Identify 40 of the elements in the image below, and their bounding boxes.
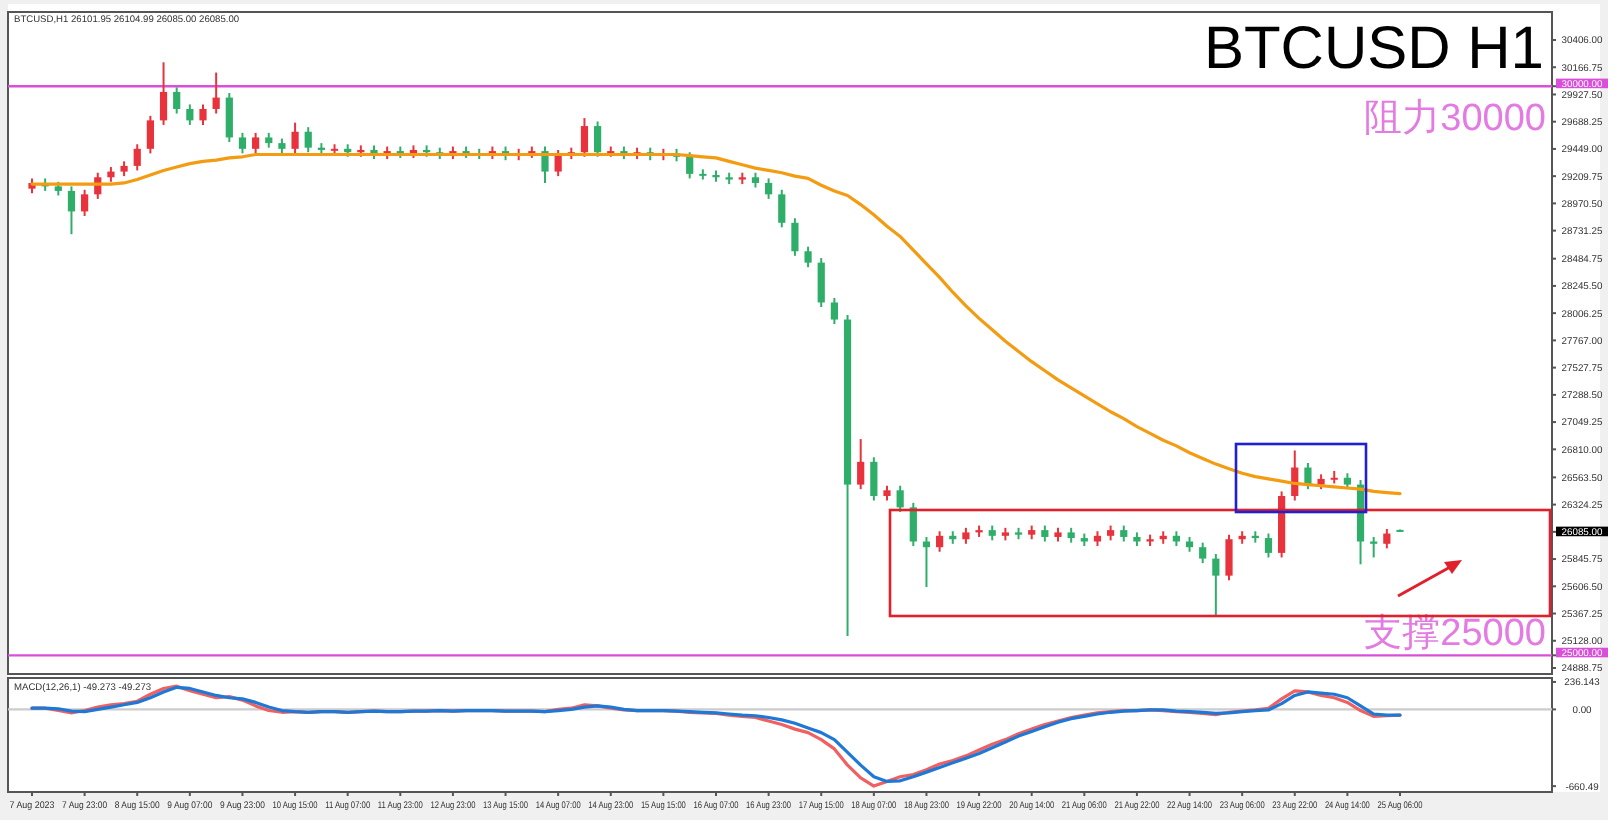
candlestick <box>199 103 207 126</box>
candlestick <box>252 131 260 155</box>
candlestick <box>896 484 904 513</box>
candlestick <box>1304 461 1312 491</box>
candlestick <box>870 456 878 502</box>
candlestick <box>804 245 812 269</box>
candlestick <box>225 92 233 143</box>
candlestick <box>817 257 825 309</box>
candlestick <box>857 438 865 491</box>
candlestick <box>81 188 89 217</box>
candlestick <box>1199 541 1207 565</box>
candlestick <box>554 148 562 178</box>
candlestick <box>594 120 602 158</box>
candlestick <box>212 71 220 115</box>
candlestick <box>830 296 838 326</box>
candlestick <box>186 103 194 126</box>
candlestick <box>1212 553 1220 617</box>
candlestick <box>580 117 589 158</box>
legend-label: 阻力30000 <box>1364 98 1546 141</box>
candlestick <box>173 86 181 115</box>
candlestick <box>1225 533 1233 582</box>
candlestick <box>238 131 247 155</box>
candlestick <box>909 501 917 548</box>
candlestick <box>686 151 694 180</box>
candlestick <box>146 114 154 155</box>
candlestick <box>291 121 299 155</box>
candlestick <box>1264 532 1273 559</box>
candlestick <box>541 145 549 184</box>
chart-title: BTCUSD H1 <box>1203 16 1544 82</box>
ref-line-label: 支撑25000 <box>1364 613 1546 656</box>
candlestick <box>304 126 312 154</box>
candlestick <box>765 177 773 200</box>
candlestick <box>133 143 141 172</box>
candlestick <box>159 61 168 126</box>
candlestick <box>699 168 707 181</box>
candlestick <box>936 530 944 553</box>
candlestick <box>1383 527 1391 550</box>
candlestick <box>67 185 76 236</box>
candlestick <box>778 188 786 229</box>
candlestick <box>791 217 799 257</box>
